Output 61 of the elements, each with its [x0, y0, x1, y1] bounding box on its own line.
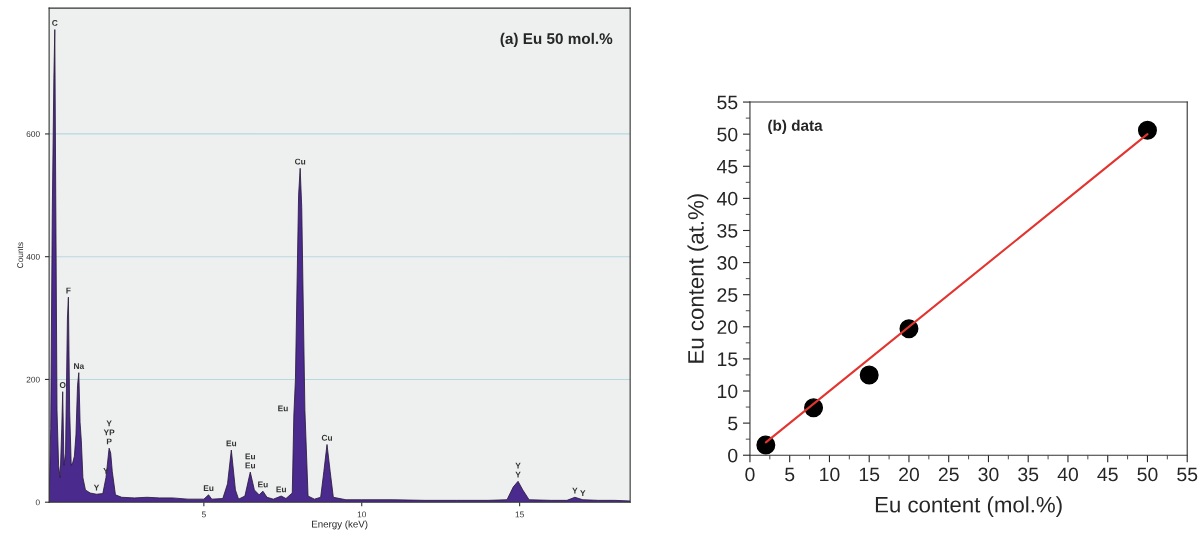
x-tick-label: 0 — [745, 467, 755, 482]
annotation: Y — [106, 420, 112, 427]
y-tick-label: 25 — [717, 288, 738, 302]
x-tick-label: 25 — [938, 467, 959, 482]
annotation: P — [106, 438, 112, 445]
x-tick-label: 15 — [859, 467, 880, 482]
annotation: O — [59, 382, 66, 388]
y-tick-label: 10 — [718, 384, 738, 399]
x-tick-label: 20 — [899, 467, 920, 482]
annotation: Na — [74, 363, 85, 369]
y-tick-label: 50 — [717, 127, 738, 142]
y-axis-title: Counts — [17, 242, 24, 268]
y-tick-label: 35 — [717, 223, 738, 238]
annotation: Y — [93, 484, 100, 491]
x-tick-label: 10 — [820, 467, 840, 482]
annotation: Y — [515, 462, 521, 469]
x-tick-label: 45 — [1097, 467, 1118, 482]
text: (b) data — [768, 119, 823, 134]
x-tick-label: 5 — [785, 467, 795, 482]
x-tick-label: 30 — [978, 467, 999, 482]
y-tick-label: 20 — [717, 320, 738, 335]
y-tick-label: 5 — [728, 416, 738, 431]
x-tick-label: 55 — [1177, 467, 1198, 482]
annotation: Eu — [245, 462, 256, 469]
y-tick-label: 15 — [718, 352, 738, 367]
y-tick-label: 40 — [716, 191, 738, 206]
point — [756, 435, 776, 455]
annotation: C — [52, 19, 58, 26]
annotation: Y — [572, 487, 578, 494]
annotation: YP — [103, 429, 115, 436]
x-tick-label: 35 — [1018, 467, 1039, 482]
x-tick-label: 5 — [201, 511, 206, 518]
annotation: Eu — [226, 440, 237, 447]
x-tick-label: 50 — [1137, 467, 1158, 482]
text: (a) Eu 50 mol.% — [500, 32, 613, 48]
annotation: Eu — [203, 485, 214, 492]
y-tick-label: 200 — [26, 376, 40, 383]
annotation: Eu — [276, 486, 286, 493]
y-tick-label: 55 — [717, 95, 738, 110]
annotation: Cu — [294, 158, 306, 165]
y-tick-label: 400 — [26, 253, 40, 260]
y-axis-title: Eu content (at.%) — [687, 194, 709, 363]
x-axis-title: Eu content (mol.%) — [875, 496, 1062, 517]
x-tick-label: 10 — [357, 511, 367, 518]
annotation: Eu — [258, 481, 268, 488]
annotation: Y — [515, 471, 521, 478]
y-tick-label: 30 — [717, 256, 738, 270]
x-axis-title: Energy (keV) — [312, 520, 368, 530]
annotation: Cu — [321, 434, 333, 441]
x-tick-label: 40 — [1057, 467, 1079, 482]
annotation: Eu — [245, 453, 256, 460]
annotation: Y — [580, 490, 586, 496]
annotation: F — [66, 287, 71, 294]
y-tick-label: 0 — [35, 499, 40, 506]
x-tick-label: 15 — [515, 511, 524, 518]
y-tick-label: 45 — [716, 159, 738, 174]
annotation: Eu — [278, 405, 288, 412]
point — [859, 365, 879, 385]
point — [1137, 120, 1157, 140]
y-tick-label: 0 — [728, 448, 738, 463]
y-tick-label: 600 — [26, 131, 40, 138]
